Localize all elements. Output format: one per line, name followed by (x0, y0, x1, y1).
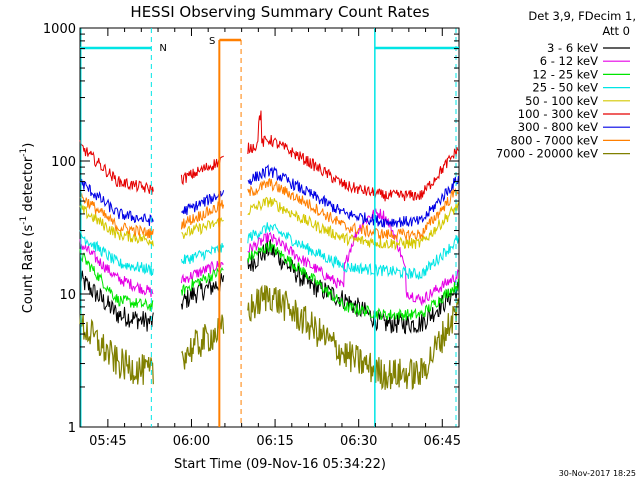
plot-frame (79, 27, 460, 428)
x-tick-label: 06:00 (173, 434, 210, 449)
legend-entry-label: 100 - 300 keV (518, 107, 598, 121)
legend-entry-label: 6 - 12 keV (540, 54, 598, 68)
legend-header-1: Det 3,9, FDecim 1, (528, 9, 636, 23)
series-line-2 (79, 208, 459, 307)
series-line-8 (79, 177, 459, 241)
x-tick-label: 06:45 (424, 434, 461, 449)
ticks-layer: 1 10 100 1000 05:45 06:00 06:15 06:30 06:45 (43, 22, 461, 449)
x-axis-label: Start Time (09-Nov-16 05:34:22) (174, 457, 386, 472)
legend-entry-label: 50 - 100 keV (525, 94, 598, 108)
y-tick-label: 10 (59, 288, 76, 303)
x-tick-label: 05:45 (89, 434, 126, 449)
series-line-4 (79, 222, 459, 280)
night-marker-label: N (159, 43, 166, 54)
footer-date: 30-Nov-2017 18:25 (559, 469, 636, 478)
legend-entry-label: 800 - 7000 keV (510, 133, 598, 147)
legend-entry-label: 7000 - 20000 keV (496, 147, 598, 161)
legend-entry-label: 12 - 25 keV (532, 67, 598, 81)
y-axis-label-mid: detector (21, 156, 36, 216)
chart-title: HESSI Observing Summary Count Rates (130, 3, 429, 21)
series-layer (79, 110, 459, 391)
y-axis-label: Count Rate (s-1 detector-1) (19, 143, 36, 314)
y-axis-label-sup2: -1 (19, 148, 29, 157)
x-tick-label: 06:15 (256, 434, 293, 449)
saa-marker-label: S (209, 36, 215, 47)
legend-entry-label: 25 - 50 keV (532, 81, 598, 95)
y-axis-label-main: Count Rate (s (21, 225, 36, 314)
legend-entry-label: 300 - 800 keV (518, 120, 598, 134)
y-axis-label-end: ) (21, 143, 36, 148)
legend-header-2: Att 0 (602, 24, 630, 38)
y-tick-label: 100 (51, 155, 76, 170)
series-line-7 (79, 164, 459, 228)
y-tick-label: 1 (68, 421, 76, 436)
plot-area (79, 27, 460, 428)
series-line-3 (79, 240, 459, 321)
y-tick-label: 1000 (43, 22, 76, 37)
series-line-9 (79, 284, 459, 391)
x-tick-label: 06:30 (340, 434, 377, 449)
series-line-6 (79, 110, 459, 202)
y-axis-label-sup1: -1 (19, 216, 29, 225)
marker-layer: NS (80, 28, 459, 427)
legend-entry-label: 3 - 6 keV (547, 41, 598, 55)
